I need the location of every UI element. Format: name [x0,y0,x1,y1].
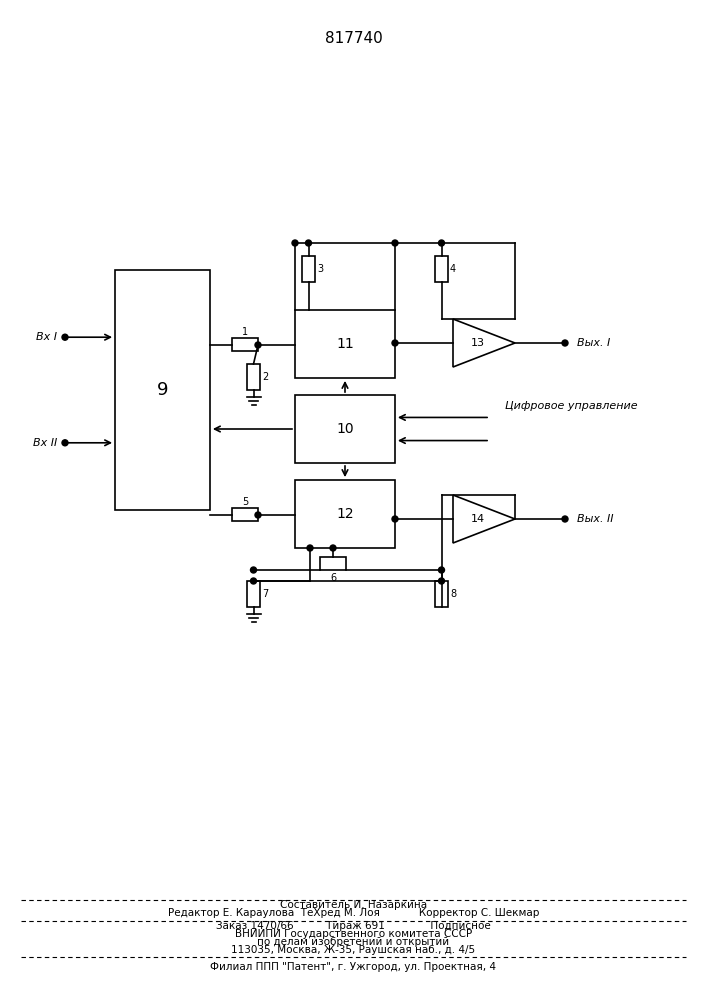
Text: Вых. II: Вых. II [577,514,614,524]
Text: 8: 8 [450,589,456,599]
Circle shape [292,240,298,246]
Bar [295,310,395,378]
Text: 10: 10 [337,422,354,436]
Text: по делам изобретений и открытий: по делам изобретений и открытий [257,937,450,947]
Text: 6: 6 [330,573,336,583]
Circle shape [255,342,261,348]
Text: 1: 1 [242,327,248,337]
Circle shape [392,516,398,522]
Bar [295,480,395,548]
Text: Филиал ППП "Патент", г. Ужгород, ул. Проектная, 4: Филиал ППП "Патент", г. Ужгород, ул. Про… [211,962,496,972]
Polygon shape [453,319,515,367]
Bar [435,256,448,282]
Bar [435,581,448,607]
Text: Заказ 1470/66          Тираж 691              Подписное: Заказ 1470/66 Тираж 691 Подписное [216,921,491,931]
Bar [320,557,346,570]
Bar [247,581,260,607]
Text: 14: 14 [471,514,485,524]
Circle shape [330,545,336,551]
Text: 5: 5 [242,497,248,507]
Bar [295,395,395,463]
Bar [232,338,258,351]
Text: Редактор Е. Караулова  ТеХред М. Лоя            Корректор С. Шекмар: Редактор Е. Караулова ТеХред М. Лоя Корр… [168,908,539,918]
Circle shape [562,516,568,522]
Circle shape [562,340,568,346]
Circle shape [250,578,257,584]
Text: ВНИИПИ Государственного комитета СССР: ВНИИПИ Государственного комитета СССР [235,929,472,939]
Circle shape [392,340,398,346]
Text: Цифровое управление: Цифровое управление [505,401,638,411]
Circle shape [255,512,261,518]
Text: 817740: 817740 [325,31,382,46]
Text: 12: 12 [337,507,354,521]
Circle shape [438,240,445,246]
Circle shape [62,334,68,340]
Bar [302,256,315,282]
Text: 13: 13 [471,338,485,348]
Circle shape [250,567,257,573]
Circle shape [307,545,313,551]
Text: 11: 11 [336,337,354,351]
Polygon shape [453,495,515,543]
Text: 3: 3 [317,264,323,274]
Text: 4: 4 [450,264,456,274]
Text: 9: 9 [157,381,168,399]
Circle shape [62,440,68,446]
Circle shape [438,567,445,573]
Circle shape [438,578,445,584]
Text: Вых. I: Вых. I [577,338,610,348]
Bar [115,270,210,510]
Text: 2: 2 [262,372,268,382]
Text: Вх II: Вх II [33,438,57,448]
Circle shape [305,240,312,246]
Bar [247,364,260,390]
Text: 113035, Москва, Ж-35, Раушская наб., д. 4/5: 113035, Москва, Ж-35, Раушская наб., д. … [231,945,476,955]
Text: 7: 7 [262,589,268,599]
Text: Составитель И. Назаркина: Составитель И. Назаркина [280,900,427,910]
Text: Вх I: Вх I [36,332,57,342]
Bar [232,508,258,521]
Circle shape [392,240,398,246]
